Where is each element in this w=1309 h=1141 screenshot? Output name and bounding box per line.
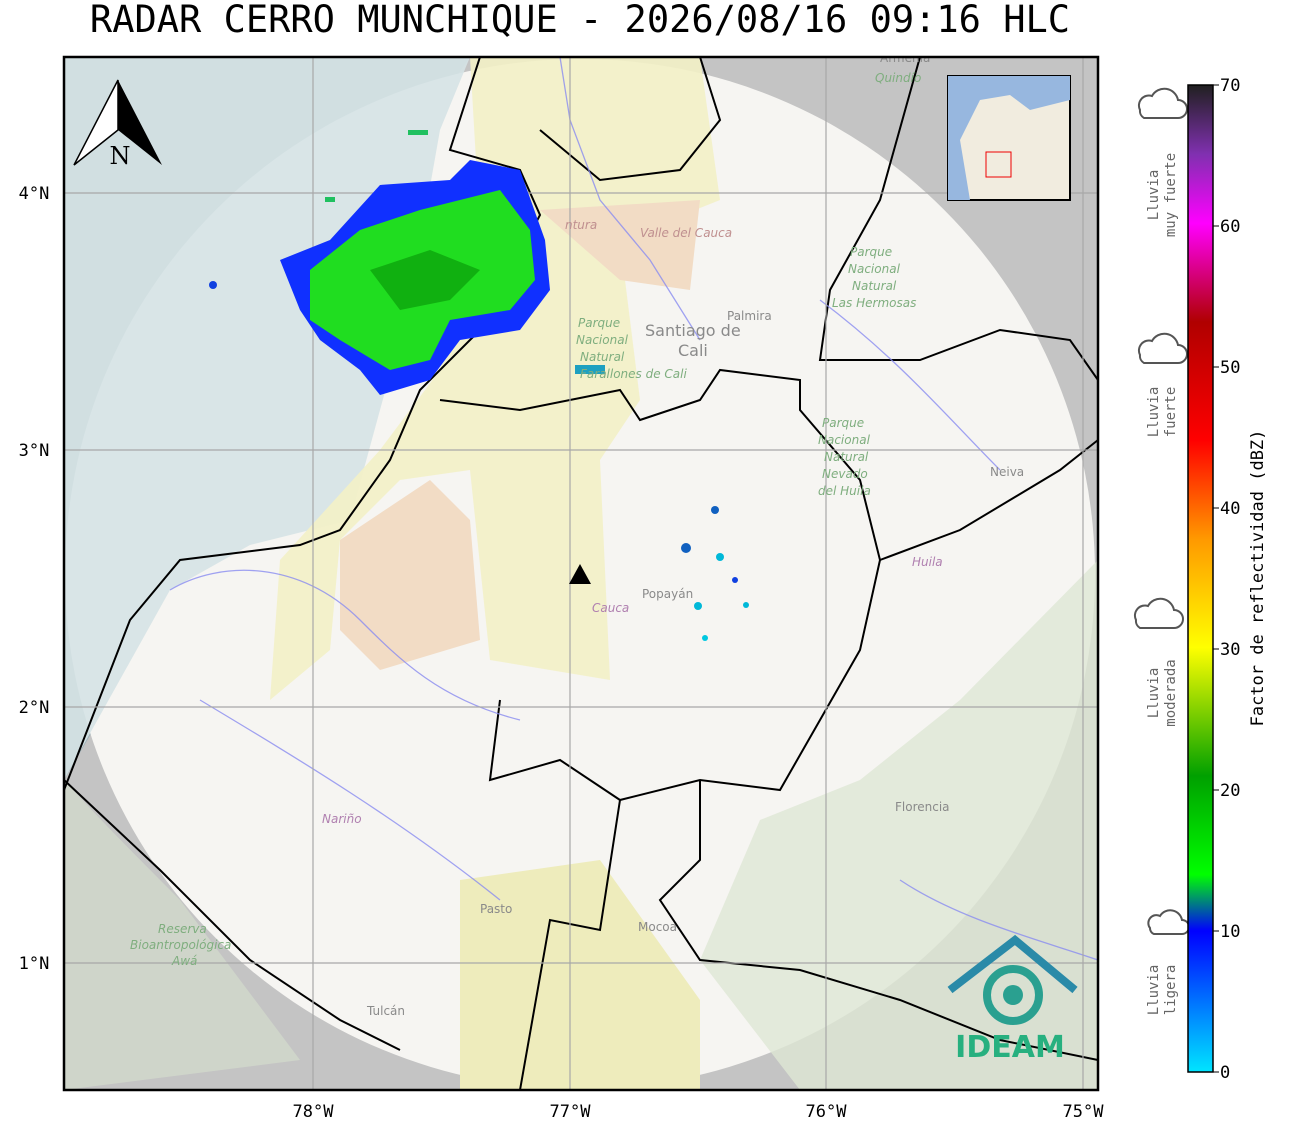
- lat-label: 3°N: [19, 441, 50, 461]
- place-label: Palmira: [727, 309, 772, 323]
- colorbar-tick-label: 40: [1220, 499, 1240, 519]
- colorbar-tick-label: 0: [1220, 1063, 1230, 1083]
- place-label: Neiva: [990, 465, 1024, 479]
- map: Armenia Quindío Valle del Cauca ntura Pa…: [64, 51, 1098, 1090]
- legend-label: Lluvia: [1146, 170, 1162, 221]
- inset-map: [947, 75, 1071, 201]
- place-label: Valle del Cauca: [640, 226, 732, 240]
- place-label: Florencia: [895, 800, 950, 814]
- logo-text: IDEAM: [955, 1030, 1065, 1065]
- place-label: Awá: [171, 954, 197, 968]
- legend-label: ligera: [1163, 965, 1179, 1016]
- place-label: Huila: [912, 555, 943, 569]
- colorbar-tick-label: 30: [1220, 640, 1240, 660]
- colorbar-label: Factor de reflectividad (dBZ): [1248, 430, 1268, 727]
- place-label: del Huila: [818, 484, 871, 498]
- place-label: Reserva: [158, 922, 207, 936]
- place-label: Nacional: [818, 433, 871, 447]
- place-label: Pasto: [480, 902, 512, 916]
- map-frame: [62, 55, 1100, 1092]
- place-label: Cali: [678, 341, 708, 360]
- place-label: Cauca: [592, 601, 629, 615]
- lon-label: 76°W: [806, 1102, 848, 1122]
- axes: 4°N 3°N 2°N 1°N 78°W 77°W 76°W 75°W: [19, 184, 1105, 1122]
- place-label: Parque: [822, 416, 864, 430]
- colorbar-tick-label: 10: [1220, 922, 1240, 942]
- place-label: Nacional: [576, 333, 629, 347]
- colorbar: Factor de reflectividad (dBZ) 0 10 20 30 40 5…: [1187, 76, 1268, 1083]
- legend-label: muy fuerte: [1163, 153, 1179, 237]
- colorbar-tick-label: 60: [1220, 217, 1240, 237]
- lat-label: 1°N: [19, 954, 50, 974]
- lon-label: 78°W: [293, 1102, 335, 1122]
- lat-label: 2°N: [19, 698, 50, 718]
- colorbar-tick-label: 20: [1220, 781, 1240, 801]
- place-label: ntura: [565, 218, 597, 232]
- lat-label: 4°N: [19, 184, 50, 204]
- place-label: Armenia: [880, 51, 930, 65]
- place-label: Nevado: [822, 467, 868, 481]
- title: RADAR CERRO MUNCHIQUE - 2026/08/16 09:16…: [90, 0, 1070, 41]
- legend-label: Lluvia: [1146, 387, 1162, 438]
- legend-label: moderada: [1163, 659, 1179, 726]
- place-label: Natural: [852, 279, 897, 293]
- radar-site: [569, 564, 591, 584]
- north-arrow: N: [73, 79, 162, 170]
- place-label: Tulcán: [366, 1004, 405, 1018]
- lon-label: 77°W: [550, 1102, 592, 1122]
- legend: Lluvia muy fuerte Lluvia fuerte Lluvia m…: [1133, 87, 1190, 1016]
- colorbar-tick-label: 50: [1220, 358, 1240, 378]
- north-label: N: [110, 142, 131, 170]
- place-label: Nariño: [322, 812, 362, 826]
- place-label: Parque: [578, 316, 620, 330]
- radar-echo: [209, 130, 749, 641]
- place-label: Santiago de: [645, 321, 741, 340]
- legend-label: Lluvia: [1146, 965, 1162, 1016]
- legend-label: Lluvia: [1146, 668, 1162, 719]
- place-label: Las Hermosas: [832, 296, 916, 310]
- logo: IDEAM: [947, 934, 1078, 1065]
- place-label: Bioantropológica: [130, 938, 231, 952]
- place-label: Mocoa: [638, 920, 677, 934]
- place-label: Nacional: [848, 262, 901, 276]
- place-label: Popayán: [642, 587, 693, 601]
- place-label: Farallones de Cali: [580, 367, 687, 381]
- place-label: Natural: [824, 450, 869, 464]
- colorbar-tick-label: 70: [1220, 76, 1240, 96]
- place-label: Quindío: [875, 71, 921, 85]
- place-label: Parque: [850, 245, 892, 259]
- place-label: Natural: [580, 350, 625, 364]
- legend-label: fuerte: [1163, 387, 1179, 438]
- lon-label: 75°W: [1063, 1102, 1105, 1122]
